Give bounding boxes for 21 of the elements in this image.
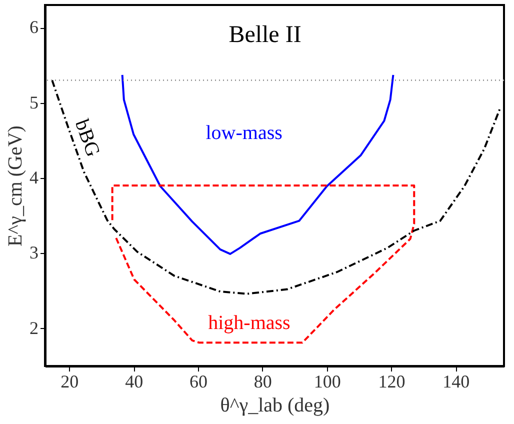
x-tick-label: 120 (378, 372, 406, 392)
y-tick-label: 5 (30, 92, 38, 112)
y-tick-label: 4 (30, 167, 38, 188)
x-tick-label: 60 (190, 372, 208, 392)
y-tick-label: 2 (30, 318, 38, 338)
x-tick-label: 20 (60, 372, 79, 392)
annotation: Belle II (228, 22, 302, 48)
line-series (111, 184, 416, 344)
x-tick-label: 80 (254, 372, 272, 392)
text: low-mass (206, 122, 283, 144)
y-axis-title: E^γ_cm (GeV) (4, 126, 26, 246)
line-series (51, 79, 502, 295)
y-tick-label: 6 (30, 17, 38, 38)
x-tick-label: 140 (442, 372, 470, 392)
x-axis-title: θ^γ_lab (deg) (220, 394, 330, 416)
series-label: high-mass (208, 312, 291, 334)
y-tick-label: 3 (30, 242, 38, 263)
x-tick-label: 40 (125, 372, 144, 392)
x-tick-label: 100 (314, 372, 341, 392)
line-series (121, 74, 394, 255)
text: bBG (70, 116, 104, 160)
